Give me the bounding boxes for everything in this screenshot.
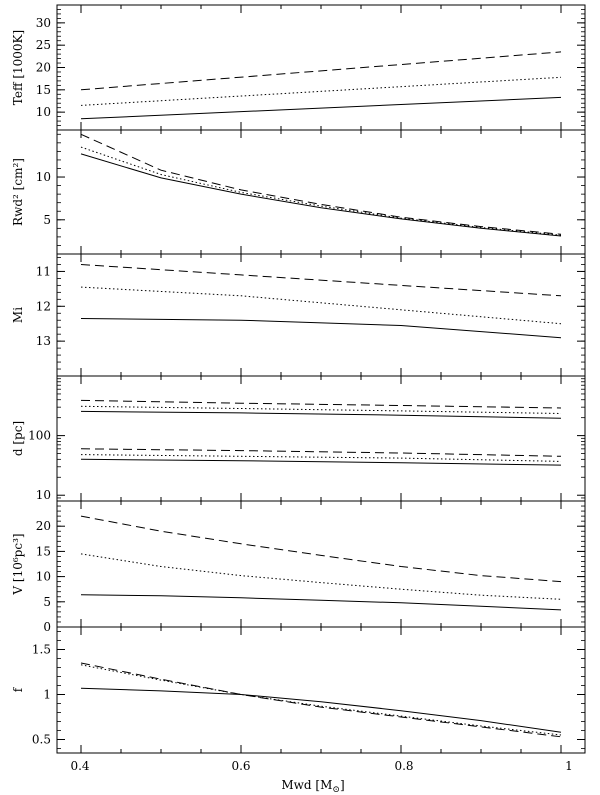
series-line-dotted [80, 146, 562, 236]
y-tick-label: 10 [36, 170, 51, 184]
y-tick-label: 1.5 [32, 643, 51, 657]
series-line-dotted [80, 454, 562, 462]
series-line-solid [80, 458, 562, 466]
y-tick-label: 100 [28, 429, 51, 443]
y-tick-label: 1 [43, 688, 51, 702]
y-tick-label: 15 [36, 544, 51, 558]
series-line-solid [80, 153, 562, 237]
series-line-solid [80, 594, 562, 611]
panel-1: 10 15 20 25 30 Teff [1000K] [11, 4, 586, 131]
x-axis-title: Mwd [M⊙] [281, 778, 344, 795]
y-tick-label: 13 [36, 334, 51, 348]
y-tick-label: 5 [43, 213, 51, 227]
series-line-solid [80, 410, 562, 419]
plot-frame [56, 4, 586, 131]
x-tick-label: 0.8 [394, 759, 413, 773]
y-tick-label: 0.5 [32, 733, 51, 747]
x-tick-label: 0.6 [231, 759, 250, 773]
y-axis-title: f [11, 686, 25, 692]
y-tick-label: 25 [36, 38, 51, 52]
series-line-solid [80, 96, 562, 120]
y-tick-label: 15 [36, 83, 51, 97]
y-tick-label: 11 [36, 264, 51, 278]
y-axis-title: V [10⁶pc³] [11, 533, 25, 595]
series-line-dashed [80, 515, 562, 583]
series-line-dashed [80, 399, 562, 409]
panel-2: 5 10 Rwd² [cm²] [11, 129, 586, 255]
series-line-dashed [80, 448, 562, 457]
y-axis-title: Mi [11, 307, 25, 323]
series-line-dotted [80, 76, 562, 106]
series-line-dashed [80, 264, 562, 297]
x-axis: 0.4 0.6 0.8 1 Mwd [M⊙] [70, 759, 572, 795]
panel-3: 11 12 13 Mi [11, 253, 586, 377]
plot-frame [56, 375, 586, 502]
y-tick-label: 20 [36, 519, 51, 533]
series-line-solid [80, 318, 562, 339]
y-tick-label: 30 [36, 16, 51, 30]
series-line-dotted [80, 286, 562, 325]
series-line-solid [80, 687, 562, 733]
y-tick-label: 10 [36, 488, 51, 502]
series-line-dashed [80, 51, 562, 91]
y-tick-label: 10 [36, 570, 51, 584]
panel-6: 0.5 1 1.5 f [11, 626, 586, 754]
y-tick-label: 0 [43, 620, 51, 634]
y-tick-label: 12 [36, 299, 51, 313]
y-axis-title: d [pc] [11, 421, 25, 456]
plot-frame [56, 253, 586, 377]
series-line-dashed [80, 133, 562, 235]
x-tick-label: 1 [565, 759, 573, 773]
series-line-dotted [80, 405, 562, 414]
panel-5: 0 5 10 15 20 V [10⁶pc³] [11, 500, 586, 634]
x-tick-label: 0.4 [70, 759, 89, 773]
plot-frame [56, 129, 586, 255]
y-axis-title: Rwd² [cm²] [11, 158, 25, 226]
y-tick-label: 20 [36, 61, 51, 75]
series-line-dashed [80, 662, 562, 738]
series-line-dotted [80, 553, 562, 600]
y-tick-label: 10 [36, 105, 51, 119]
y-tick-label: 5 [43, 595, 51, 609]
y-axis-title: Teff [1000K] [11, 30, 25, 105]
series-line-dotted [80, 664, 562, 736]
plot-frame [56, 500, 586, 628]
